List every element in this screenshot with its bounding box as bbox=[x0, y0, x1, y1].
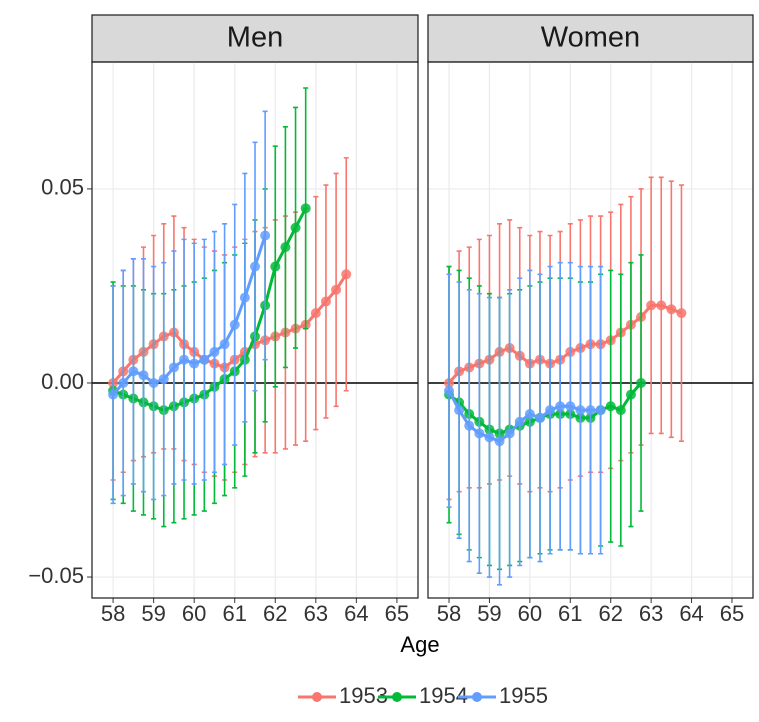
series bbox=[108, 110, 271, 505]
point bbox=[524, 409, 535, 420]
legend-label: 1954 bbox=[419, 683, 468, 708]
x-tick-label: 58 bbox=[101, 601, 125, 626]
strip bbox=[91, 14, 419, 63]
x-tick-label: 64 bbox=[344, 601, 368, 626]
x-tick-label: 59 bbox=[141, 601, 165, 626]
x-tick-label: 63 bbox=[304, 601, 328, 626]
point bbox=[138, 370, 149, 381]
series-line bbox=[447, 390, 601, 443]
point bbox=[565, 401, 576, 412]
legend-marker bbox=[472, 692, 482, 702]
point bbox=[646, 300, 657, 311]
point bbox=[280, 242, 291, 253]
point bbox=[331, 284, 342, 295]
point bbox=[514, 416, 525, 427]
legend-marker bbox=[392, 692, 402, 702]
series bbox=[444, 261, 606, 586]
point bbox=[320, 296, 331, 307]
series-line bbox=[111, 235, 267, 396]
point bbox=[189, 358, 200, 369]
point bbox=[464, 420, 475, 431]
x-axis-label: Age bbox=[400, 632, 439, 657]
point bbox=[341, 269, 352, 280]
point bbox=[595, 405, 606, 416]
strip-label: Women bbox=[541, 22, 640, 54]
point bbox=[290, 222, 301, 233]
x-tick-label: 62 bbox=[598, 601, 622, 626]
x-tick-label: 63 bbox=[639, 601, 663, 626]
point bbox=[484, 432, 495, 443]
point bbox=[300, 203, 311, 214]
x-tick-label: 58 bbox=[437, 601, 461, 626]
point bbox=[209, 346, 220, 357]
x-tick-label: 65 bbox=[720, 601, 744, 626]
point bbox=[636, 377, 647, 388]
point bbox=[666, 304, 677, 315]
point bbox=[168, 362, 179, 373]
point bbox=[199, 354, 210, 365]
point bbox=[575, 405, 586, 416]
point bbox=[148, 377, 159, 388]
x-tick-label: 65 bbox=[385, 601, 409, 626]
legend-marker bbox=[312, 692, 322, 702]
strip-label: Men bbox=[227, 22, 283, 54]
point bbox=[545, 405, 556, 416]
point bbox=[219, 339, 230, 350]
point bbox=[179, 354, 190, 365]
point bbox=[534, 412, 545, 423]
point bbox=[108, 389, 119, 400]
point bbox=[585, 405, 596, 416]
point bbox=[615, 405, 626, 416]
point bbox=[555, 401, 566, 412]
y-tick-label: −0.05 bbox=[28, 563, 84, 588]
point bbox=[444, 385, 455, 396]
legend-label: 1953 bbox=[339, 683, 388, 708]
x-tick-label: 61 bbox=[222, 601, 246, 626]
point bbox=[504, 428, 515, 439]
point bbox=[474, 428, 485, 439]
point bbox=[494, 436, 505, 447]
strip bbox=[427, 14, 754, 63]
point bbox=[270, 261, 281, 272]
point bbox=[239, 292, 250, 303]
x-tick-label: 59 bbox=[477, 601, 501, 626]
x-tick-label: 61 bbox=[558, 601, 582, 626]
point bbox=[118, 377, 129, 388]
x-tick-label: 64 bbox=[679, 601, 703, 626]
point bbox=[454, 405, 465, 416]
point bbox=[128, 366, 139, 377]
x-tick-label: 62 bbox=[263, 601, 287, 626]
point bbox=[310, 308, 321, 319]
legend-label: 1955 bbox=[499, 683, 548, 708]
panel-border bbox=[427, 61, 754, 599]
point bbox=[260, 230, 271, 241]
point bbox=[605, 401, 616, 412]
y-tick-label: 0.00 bbox=[41, 369, 84, 394]
point bbox=[250, 261, 260, 272]
y-tick-label: 0.05 bbox=[41, 175, 84, 200]
point bbox=[158, 374, 169, 385]
panel-border bbox=[91, 61, 419, 599]
point bbox=[625, 389, 636, 400]
x-tick-label: 60 bbox=[182, 601, 206, 626]
point bbox=[656, 300, 667, 311]
x-tick-label: 60 bbox=[518, 601, 542, 626]
point bbox=[676, 308, 687, 319]
point bbox=[229, 319, 240, 330]
